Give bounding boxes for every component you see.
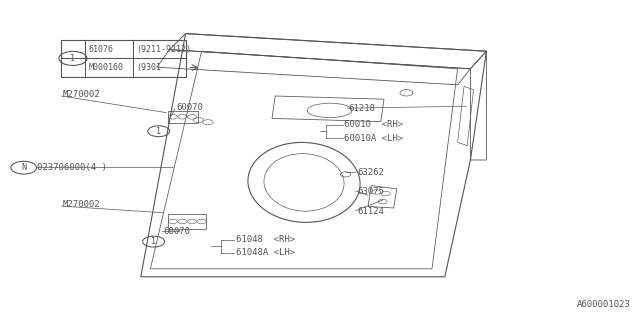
Text: 023706000(4 ): 023706000(4 ) [37,163,107,172]
Text: 1: 1 [151,237,156,246]
Text: 63262: 63262 [357,168,384,177]
Text: (9211-9212): (9211-9212) [136,45,191,54]
Text: N: N [21,163,26,172]
Text: M270002: M270002 [63,90,100,99]
Text: 61048A <LH>: 61048A <LH> [236,248,294,257]
Text: 60070: 60070 [163,227,190,236]
Text: M270002: M270002 [63,200,100,209]
Text: 1: 1 [156,127,161,136]
Text: 60070: 60070 [176,103,203,112]
Text: 60010A <LH>: 60010A <LH> [344,134,403,143]
Text: 61218: 61218 [349,104,376,113]
Text: A600001023: A600001023 [577,300,630,309]
Text: 61124: 61124 [357,207,384,216]
Text: 61048  <RH>: 61048 <RH> [236,236,294,244]
Text: 1: 1 [70,54,76,63]
Text: 61076: 61076 [88,45,113,54]
Text: (9301-: (9301- [136,63,166,72]
Text: 63075: 63075 [357,187,384,196]
Text: 60010  <RH>: 60010 <RH> [344,120,403,129]
Text: M000160: M000160 [88,63,124,72]
